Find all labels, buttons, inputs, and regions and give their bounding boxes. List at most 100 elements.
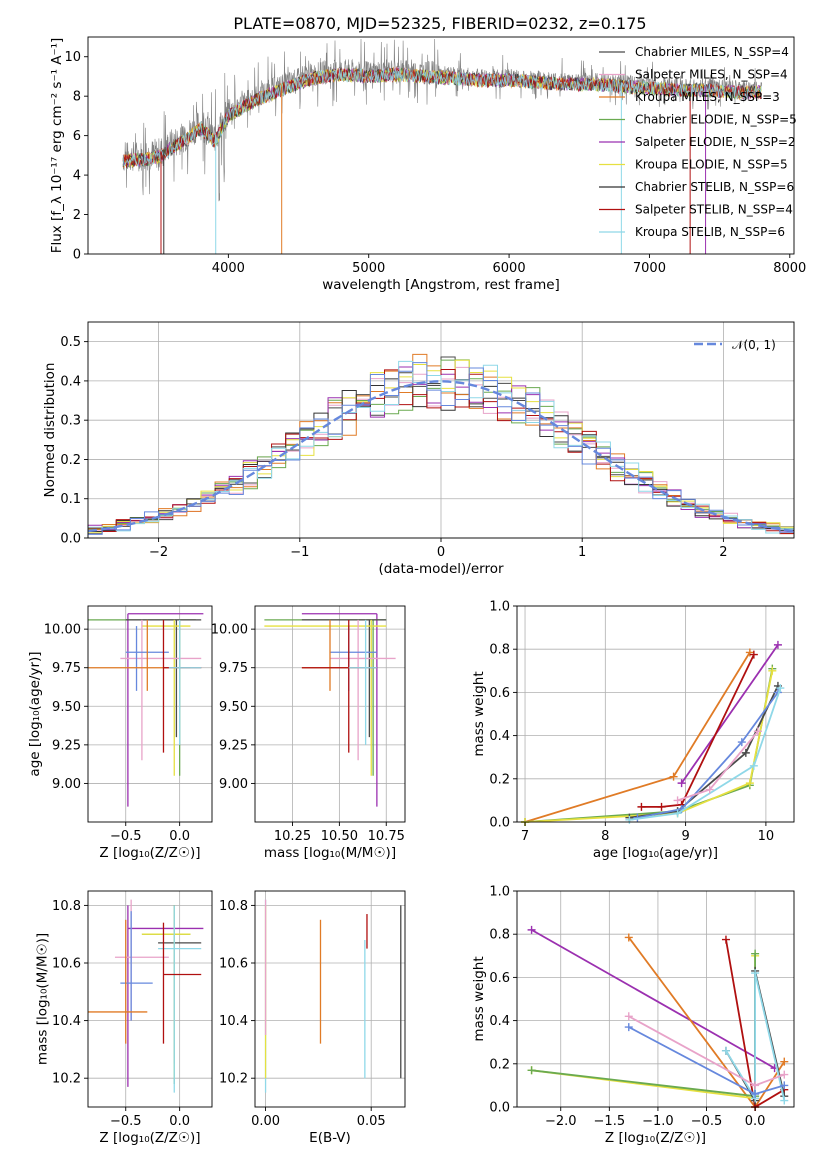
x-tick-label: 10	[758, 829, 775, 844]
mass-weight-point	[773, 640, 782, 649]
mass-weight-point	[657, 802, 666, 811]
mass-weight-point	[749, 761, 758, 770]
mass-weight-point	[721, 935, 730, 944]
mass-weight-point	[673, 809, 682, 818]
massweight-vs-Z-panel: −2.0 −1.5 −1.0 −0.5 0.0 0.0 0.2 0.4 0.6 0.8 1.0 Z […	[471, 885, 795, 1146]
mass-vs-Z-panel: −0.5 0.0 10.2 10.4 10.6 10.8 Z [log₁₀(Z/Z☉)] ma…	[34, 890, 213, 1146]
y-tick-label: 0.8	[489, 643, 510, 658]
x-tick-label: −1.0	[642, 1114, 674, 1129]
x-tick-label: 0.00	[251, 1114, 280, 1129]
y-axis-label: Flux [f_λ 10⁻¹⁷ erg cm⁻² s⁻¹ A⁻¹]	[49, 38, 65, 254]
x-tick-label: −1.5	[594, 1114, 626, 1129]
mass-weight-point	[745, 779, 754, 788]
y-tick-label: 0.4	[60, 374, 81, 389]
x-tick-label: 1	[578, 545, 586, 560]
y-tick-label: 10.4	[219, 1014, 248, 1029]
massweight-vs-age-panel: 7 8 9 10 0.0 0.2 0.4 0.6 0.8 1.0 age [log₁₀(age/yr…	[471, 600, 795, 861]
mass-weight-series-line	[641, 654, 755, 808]
x-tick-label: 8000	[773, 261, 806, 276]
y-tick-label: 9.50	[219, 700, 248, 715]
x-tick-label: 0.0	[169, 829, 190, 844]
y-tick-label: 9.50	[52, 700, 81, 715]
mass-weight-series-line	[524, 670, 774, 823]
mass-weight-point	[780, 1057, 789, 1066]
mass-weight-point	[705, 785, 714, 794]
x-tick-label: 9	[681, 829, 689, 844]
spectrum-panel: Chabrier MILES, N_SSP=4 Salpeter MILES, N…	[49, 36, 806, 293]
y-tick-label: 0.4	[489, 1014, 510, 1029]
mass-weight-point	[624, 1012, 633, 1021]
legend-label: Salpeter MILES, N_SSP=4	[635, 68, 788, 82]
y-tick-label: 0.6	[489, 971, 510, 986]
x-tick-label: 7000	[633, 261, 666, 276]
mass-weight-point	[780, 1070, 789, 1079]
legend-label: Kroupa MILES, N_SSP=3	[635, 90, 780, 104]
y-tick-label: 10.00	[44, 623, 81, 638]
mass-weight-series-line	[531, 929, 776, 1069]
y-tick-label: 1.0	[489, 885, 510, 900]
y-tick-label: 0.0	[489, 816, 510, 831]
figure-title: PLATE=0870, MJD=52325, FIBERID=0232, z=0…	[233, 14, 646, 33]
y-tick-label: 10.2	[219, 1072, 248, 1087]
y-tick-label: 0.0	[60, 532, 81, 547]
mass-weight-point	[625, 815, 634, 824]
mass-weight-point	[780, 1096, 789, 1105]
y-axis-label: mass [log₁₀(M/M☉)]	[34, 933, 50, 1065]
x-tick-label: 0.0	[169, 1114, 190, 1129]
axes-frame	[87, 605, 213, 823]
mass-weight-point	[768, 666, 777, 675]
mass-weight-point	[751, 1090, 760, 1099]
x-tick-label: 0.05	[357, 1114, 386, 1129]
y-tick-label: 0.4	[489, 729, 510, 744]
mass-weight-point	[737, 738, 746, 747]
legend-label: Salpeter ELODIE, N_SSP=2	[635, 135, 796, 149]
x-tick-label: −0.5	[110, 1114, 142, 1129]
x-tick-label: −2.0	[545, 1114, 577, 1129]
model-spectrum-line	[122, 66, 762, 168]
x-axis-label: Z [log₁₀(Z/Z☉)]	[99, 1130, 200, 1146]
mass-weight-point	[751, 1081, 760, 1090]
y-tick-label: 0.8	[489, 928, 510, 943]
y-tick-label: 9.00	[219, 777, 248, 792]
y-tick-label: 10	[64, 50, 81, 65]
y-tick-label: 10.2	[52, 1072, 81, 1087]
y-tick-label: 9.00	[52, 777, 81, 792]
y-tick-label: 10.8	[219, 899, 248, 914]
mass-weight-point	[527, 1066, 536, 1075]
y-tick-label: 0.6	[489, 686, 510, 701]
axes-frame	[87, 890, 213, 1108]
y-tick-label: 1.0	[489, 600, 510, 615]
y-tick-label: 10.6	[219, 957, 248, 972]
y-axis-label: Normed distribution	[42, 363, 58, 498]
x-axis-label: Z [log₁₀(Z/Z☉)]	[99, 845, 200, 861]
mass-vs-EBV-panel: 0.00 0.05 10.2 10.4 10.6 10.8 E(B-V)	[219, 890, 406, 1146]
mass-weight-point	[751, 949, 760, 958]
mass-weight-point	[741, 748, 750, 757]
legend-label: Chabrier STELIB, N_SSP=6	[635, 180, 794, 194]
residual-hist-panel: 𝒩(0, 1) −2 −1 0 1 2 0.0 0.1 0.2 0.3 0.4 0.5 (data-mo…	[42, 321, 795, 577]
x-axis-label: (data-model)/error	[378, 561, 504, 577]
mass-weight-point	[527, 925, 536, 934]
x-tick-label: −2	[149, 545, 168, 560]
y-tick-label: 10.6	[52, 957, 81, 972]
age-vs-Z-panel: −0.5 0.0 9.00 9.25 9.50 9.75 10.00 Z [log₁₀(Z/Z…	[27, 605, 213, 861]
legend-label: Salpeter STELIB, N_SSP=4	[635, 203, 793, 217]
model-spectrum-line	[122, 67, 762, 167]
x-tick-label: −1	[290, 545, 309, 560]
x-axis-label: Z [log₁₀(Z/Z☉)]	[605, 1130, 706, 1146]
y-tick-label: 9.75	[52, 661, 81, 676]
y-tick-label: 4	[73, 169, 81, 184]
axes-frame	[254, 605, 406, 823]
y-tick-label: 0.2	[489, 1057, 510, 1072]
legend-label: Kroupa ELODIE, N_SSP=5	[635, 158, 788, 172]
x-axis-label: wavelength [Angstrom, rest frame]	[322, 277, 560, 293]
legend-label: Chabrier ELODIE, N_SSP=5	[635, 113, 797, 127]
mass-weight-point	[776, 684, 785, 693]
y-tick-label: 10.8	[52, 899, 81, 914]
x-tick-label: 0	[437, 545, 445, 560]
y-tick-label: 2	[73, 208, 81, 223]
normal-curve	[87, 380, 795, 533]
x-tick-label: 10.25	[274, 829, 311, 844]
y-tick-label: 0.2	[60, 453, 81, 468]
